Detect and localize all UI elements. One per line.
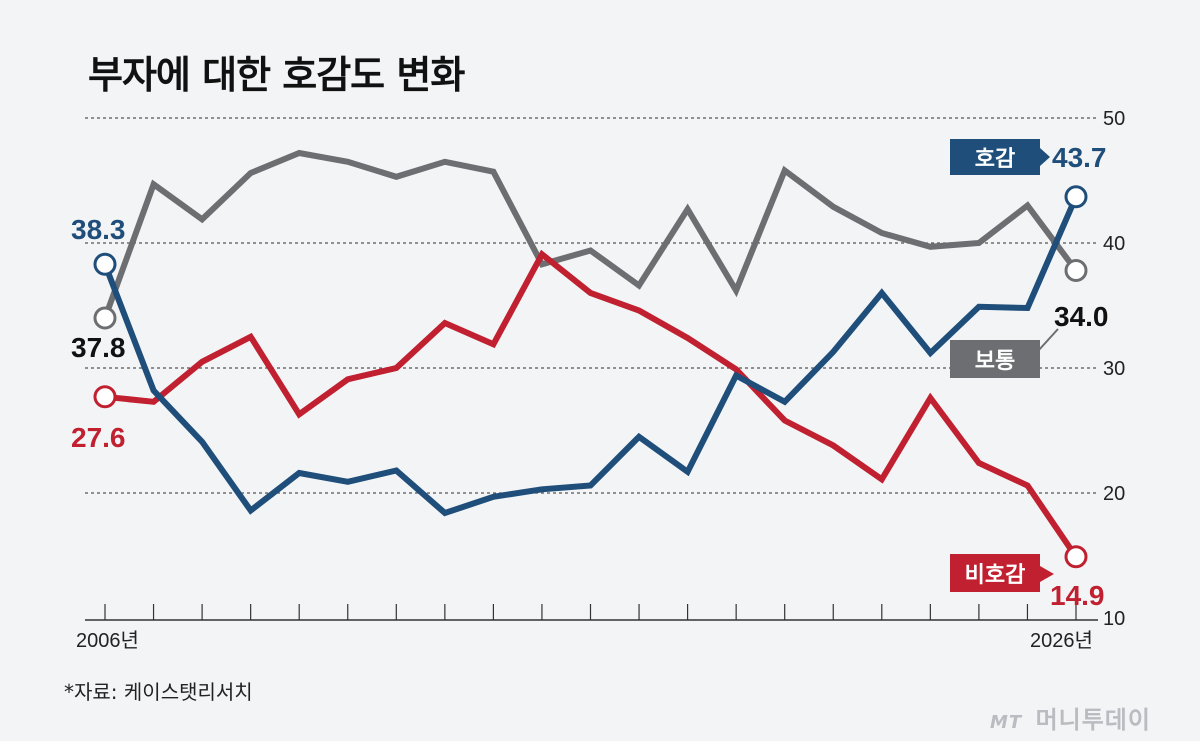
end-label-favorable: 43.7 (1052, 142, 1107, 173)
legend-label-favorable: 호감 (975, 146, 1015, 171)
legend-connector-neutral (1037, 328, 1059, 352)
y-tick-label: 20 (1103, 483, 1125, 505)
y-tick-label: 50 (1103, 108, 1125, 130)
logo-text: 머니투데이 (1035, 706, 1151, 734)
endpoint-marker-favorable (1064, 185, 1088, 209)
source-note: *자료: 케이스탯리서치 (64, 680, 253, 704)
x-start-label: 2006년 (76, 629, 139, 652)
legend-box-favorable (950, 139, 1040, 175)
endpoint-marker-favorable (93, 252, 117, 276)
end-label-unfavorable: 14.9 (1050, 580, 1105, 611)
endpoint-marker-neutral (1064, 259, 1088, 282)
start-label-neutral: 37.8 (71, 332, 126, 363)
legend-label-unfavorable: 비호감 (965, 562, 1026, 587)
series-line-neutral (102, 149, 1079, 320)
chart-title: 부자에 대한 호감도 변화 (88, 53, 465, 97)
endpoint-marker-unfavorable (93, 385, 117, 409)
legend-pointer-unfavorable (1040, 566, 1054, 582)
endpoint-marker-unfavorable (1064, 545, 1088, 569)
legend-label-neutral: 보통 (975, 348, 1015, 373)
start-label-unfavorable: 27.6 (71, 422, 126, 453)
y-tick-label: 10 (1103, 608, 1125, 630)
legend-pointer-favorable (1040, 148, 1050, 166)
logo-mark: MT (990, 712, 1023, 733)
legend-box-unfavorable (950, 554, 1040, 592)
publisher-logo: MT 머니투데이 (990, 700, 1151, 735)
endpoint-marker-neutral (93, 306, 117, 330)
y-tick-label: 30 (1103, 358, 1125, 380)
legend-box-neutral (950, 340, 1040, 378)
end-label-neutral: 34.0 (1054, 301, 1109, 332)
x-end-label: 2026년 (1030, 629, 1093, 652)
start-label-favorable: 38.3 (71, 214, 126, 245)
series-line-unfavorable (104, 249, 1079, 559)
y-tick-label: 40 (1103, 233, 1125, 255)
series-line-favorable (102, 195, 1079, 517)
